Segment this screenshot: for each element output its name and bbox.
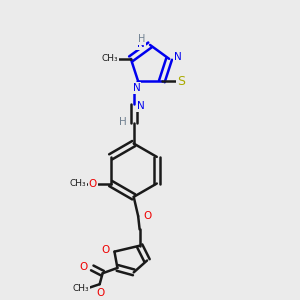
Text: N: N — [137, 101, 145, 111]
Text: H: H — [138, 34, 146, 44]
Text: CH₃: CH₃ — [70, 179, 86, 188]
Text: O: O — [80, 262, 88, 272]
Text: O: O — [96, 287, 104, 298]
Text: O: O — [143, 211, 151, 221]
Text: O: O — [89, 178, 97, 188]
Text: N: N — [174, 52, 181, 62]
Text: O: O — [101, 245, 110, 255]
Text: N: N — [133, 83, 141, 93]
Text: S: S — [177, 75, 185, 88]
Text: N: N — [137, 39, 145, 49]
Text: CH₃: CH₃ — [102, 54, 118, 63]
Text: H: H — [118, 117, 126, 127]
Text: CH₃: CH₃ — [73, 284, 89, 293]
